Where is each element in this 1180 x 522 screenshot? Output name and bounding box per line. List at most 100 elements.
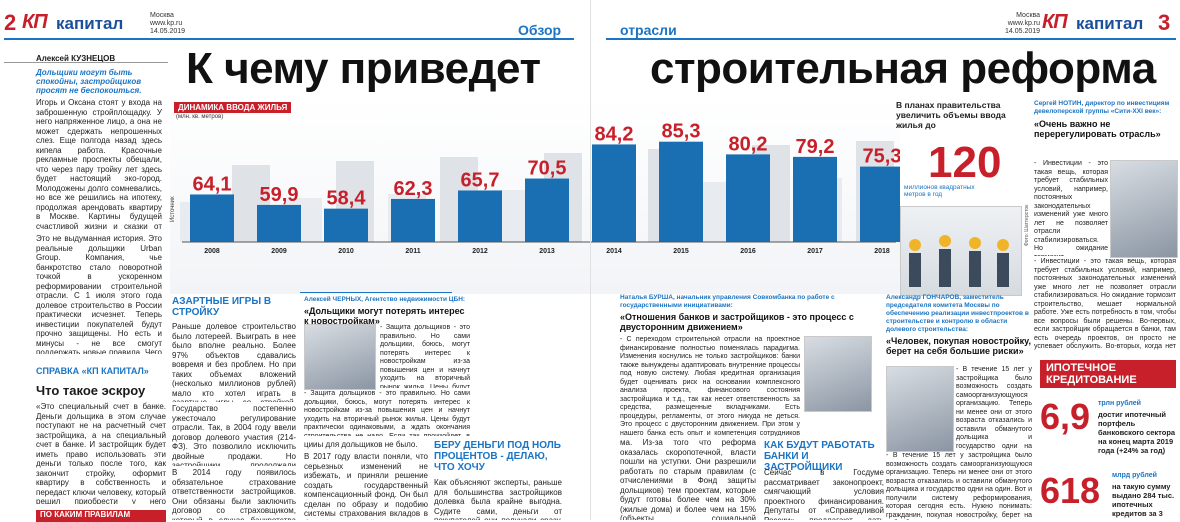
chart-year-label: 2010 (338, 248, 354, 255)
date-left: 14.05.2019 (150, 28, 186, 35)
gambling-text-2: Государство постепенно ужесточало регули… (172, 404, 296, 466)
quote-bursha: Наталья БУРША, начальник управления Совк… (620, 294, 864, 332)
quote-chernykh-heading: «Дольщики могут потерять интерес к новос… (304, 306, 465, 326)
chart-bar-2012 (458, 190, 502, 242)
quote-goncharov-heading: «Человек, покупая новостройку, берет на … (886, 336, 1031, 356)
chart-year-label: 2014 (606, 248, 622, 255)
kp-logo-right: КП (1042, 11, 1068, 33)
site-right: www.kp.ru (1007, 20, 1041, 27)
quote-bursha-text: - С переходом строительной отрасли на пр… (620, 336, 800, 436)
chart-value-label: 65,7 (461, 169, 500, 191)
quote-notin-name: Сергей НОТИН, директор по инвестициям де… (1034, 100, 1170, 115)
header-rule-left (4, 38, 574, 40)
chart-value-label: 75,3 (863, 146, 900, 168)
page-number-right: 3 (1158, 10, 1171, 35)
header-rule-right (606, 38, 1176, 40)
chart-value-label: 79,2 (796, 136, 835, 158)
chart-value-label: 62,3 (394, 178, 433, 200)
page-gutter (590, 0, 591, 520)
site-left: www.kp.ru (150, 20, 183, 27)
mortgage-title: ИПОТЕЧНОЕ КРЕДИТОВАНИЕ (1040, 360, 1176, 388)
quote-chernykh-text: - Защита дольщиков - это правильно. Но с… (380, 324, 470, 388)
column-1-text: Игорь и Оксана стоят у входа на заброшен… (36, 98, 162, 230)
page-number-left: 2 (4, 10, 17, 35)
workers-icon (909, 235, 1009, 287)
quote-bursha-name: Наталья БУРША, начальник управления Совк… (620, 294, 835, 309)
chart-year-label: 2011 (405, 248, 420, 255)
section-label-right: отрасли (620, 22, 677, 38)
logo-suffix-right: капитал (1076, 14, 1144, 33)
chart-bar-2010 (324, 208, 368, 242)
quote-bursha-heading: «Отношения банков и застройщиков - это п… (620, 312, 854, 332)
mortgage-value-1: 6,9 (1040, 396, 1091, 437)
chart-value-label: 84,2 (595, 123, 634, 145)
chart-bar-2015 (659, 141, 703, 242)
quote-notin-text: - Инвестиции - это такая вещь, которая т… (1034, 160, 1108, 256)
quote-chernykh-text-cont: - Защита дольщиков - это правильно. Но с… (304, 390, 470, 436)
headline-left: К чему приведет (186, 44, 541, 93)
portrait-bursha (804, 336, 872, 412)
sidebar-text: «Это специальный счет в банке. Деньги до… (36, 402, 166, 504)
chart-year-label: 2015 (673, 248, 689, 255)
plan-unit: миллионов квадратных метров в год (904, 184, 975, 198)
chart-subtitle: (млн. кв. метров) (176, 114, 224, 120)
page-header: 2 КП капитал Москва www.kp.ru 14.05.2019… (0, 0, 1180, 44)
chart-year-label: 2017 (807, 248, 823, 255)
money-col-text-2: В 2017 году власти поняли, что серьезных… (304, 452, 428, 520)
chart-year-label: 2012 (472, 248, 488, 255)
chart-value-label: 58,4 (327, 188, 367, 210)
quote-goncharov-text-cont: - В течение 15 лет у застройщика было во… (886, 452, 1032, 519)
chart-bar-2013 (525, 178, 569, 242)
chart-year-label: 2013 (539, 248, 555, 255)
header-meta-right: Москва www.kp.ru 14.05.2019 (1005, 12, 1040, 36)
column-1-text-2: Это не выдуманная история. Это реальные … (36, 234, 162, 354)
date-right: 14.05.2019 (1005, 28, 1041, 35)
plan-text: В планах правительства увеличить объемы … (896, 100, 1006, 130)
chart-value-label: 64,1 (193, 173, 232, 195)
banks-heading: КАК БУДУТ РАБОТАТЬ БАНКИ И ЗАСТРОЙЩИКИ (764, 440, 875, 473)
mortgage-text-1: достиг ипотечный портфель банковского се… (1098, 410, 1176, 455)
city-right: Москва (1016, 12, 1041, 19)
money-col-2-text: ма. Из-за того что реформа оказалась ско… (620, 438, 756, 520)
bar-chart: 64,1 2008 59,9 2009 58,4 2010 62,3 2011 65,7 2012… (180, 121, 900, 255)
banks-text: Сейчас в Госдуме рассматривает законопро… (764, 468, 884, 520)
chart-year-label: 2018 (874, 248, 890, 255)
quote-chernykh: Алексей ЧЕРНЫХ, Агентство недвижимости Ц… (304, 296, 470, 326)
quote-notin-heading: «Очень важно не перерегулировать отрасль… (1034, 119, 1161, 139)
author-rule (4, 62, 168, 63)
quote-1-rule (300, 292, 452, 293)
money-text: Как объясняют эксперты, раньше для больш… (434, 478, 562, 520)
chart-year-label: 2009 (271, 248, 287, 255)
sidebar-heading: Что такое эскроу (36, 383, 146, 398)
headline-right: строительная реформа (650, 44, 1156, 93)
chart-value-label: 70,5 (528, 158, 567, 180)
mortgage-unit-1: трлн рублей (1098, 400, 1141, 407)
mortgage-value-2: 618 (1040, 470, 1101, 511)
quote-notin-text-cont: - Инвестиции - это такая вещь, которая т… (1034, 258, 1176, 352)
chart-value-label: 59,9 (260, 184, 299, 206)
chart-bar-2011 (391, 198, 435, 242)
logo-suffix-left: капитал (56, 14, 124, 33)
chart-bar-2009 (257, 204, 301, 242)
chart-bar-2008 (190, 194, 234, 242)
gambling-text: Раньше долевое строительство было лотере… (172, 322, 296, 402)
quote-notin: Сергей НОТИН, директор по инвестициям де… (1034, 100, 1176, 139)
quote-goncharov: Александр ГОНЧАРОВ, заместитель председа… (886, 294, 1032, 356)
header-meta-left: Москва www.kp.ru 14.05.2019 (150, 12, 185, 36)
chart-bar-2016 (726, 154, 770, 242)
chart-value-label: 85,3 (662, 121, 701, 143)
sidebar-eskrou: СПРАВКА «КП КАПИТАЛ» Что такое эскроу «Э… (36, 366, 166, 504)
lead: Дольщики могут быть спокойны, застройщик… (36, 68, 142, 95)
chart-year-label: 2016 (740, 248, 756, 255)
mortgage-unit-2: млрд рублей (1112, 472, 1157, 479)
plan-value: 120 (928, 138, 1002, 187)
chart-bar-2017 (793, 156, 837, 242)
quote-goncharov-text: - В течение 15 лет у застройщика было во… (956, 366, 1032, 450)
kp-logo-left: КП (22, 11, 48, 33)
chart-panel: ДИНАМИКА ВВОДА ЖИЛЬЯ (млн. кв. метров) И… (170, 96, 900, 294)
city-left: Москва (150, 12, 174, 19)
photo-credit: Фото: Шаттерсток (1024, 204, 1030, 246)
chart-value-label: 80,2 (729, 133, 768, 155)
gambling-text-3: В 2014 году появилось обязательное страх… (172, 468, 296, 520)
quote-goncharov-name: Александр ГОНЧАРОВ, заместитель председа… (886, 294, 1029, 333)
